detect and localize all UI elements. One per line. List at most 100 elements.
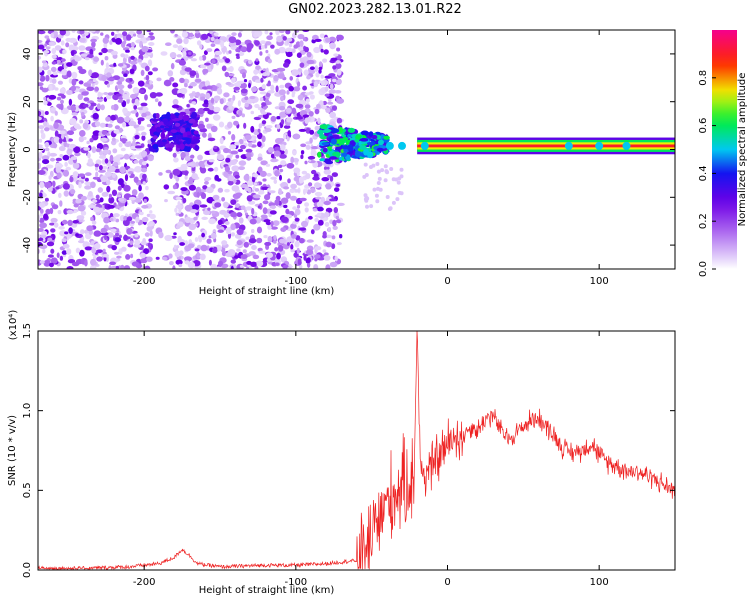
heatmap-cell — [314, 191, 323, 197]
heatmap-cell — [46, 241, 55, 247]
heatmap-cell — [78, 80, 84, 85]
heatmap-cell — [306, 257, 311, 264]
heatmap-cell — [622, 141, 631, 150]
heatmap-cell — [200, 192, 207, 199]
heatmap-cell — [221, 197, 226, 202]
heatmap-cell — [203, 99, 209, 105]
heatmap-cell — [375, 199, 380, 204]
heatmap-cell — [51, 47, 57, 55]
heatmap-cell — [270, 153, 275, 159]
heatmap-cell — [254, 265, 259, 269]
heatmap-cell — [232, 94, 236, 101]
heatmap-cell — [237, 148, 244, 153]
heatmap-cell — [193, 130, 199, 135]
heatmap-cell — [95, 166, 99, 171]
heatmap-cell — [53, 143, 57, 149]
heatmap-cell — [298, 128, 307, 132]
heatmap-cell — [144, 265, 151, 269]
heatmap-cell — [62, 219, 68, 225]
heatmap-cell — [291, 234, 297, 239]
heatmap-cell — [145, 74, 150, 81]
heatmap-cell — [44, 43, 48, 47]
heatmap-cell — [111, 245, 117, 251]
heatmap-cell — [225, 157, 231, 163]
heatmap-cell — [184, 83, 188, 88]
heatmap-cell — [128, 171, 134, 174]
snr-line — [38, 331, 675, 570]
heatmap-cell — [175, 259, 183, 265]
heatmap-cell — [44, 181, 52, 189]
heatmap-cell — [39, 86, 44, 90]
heatmap-cell — [238, 160, 247, 166]
heatmap-cell — [363, 197, 368, 202]
heatmap-cell — [325, 160, 334, 165]
heatmap-cell — [329, 111, 337, 119]
heatmap-cell — [42, 159, 50, 165]
heatmap-cell — [142, 106, 149, 112]
heatmap-cell — [140, 240, 147, 246]
heatmap-cell — [130, 55, 135, 60]
heatmap-cell — [248, 238, 257, 244]
snr-series — [38, 331, 675, 570]
heatmap-cell — [227, 180, 234, 186]
heatmap-cell — [147, 59, 153, 67]
heatmap-cell — [144, 232, 150, 237]
heatmap-cell — [395, 197, 400, 202]
heatmap-cell — [93, 56, 100, 62]
heatmap-cell — [335, 159, 340, 163]
heatmap-cell — [279, 168, 284, 173]
heatmap-cell — [323, 49, 329, 55]
x-tick-label: -200 — [133, 276, 156, 287]
heatmap-cell — [100, 137, 108, 142]
heatmap-cell — [312, 34, 319, 41]
heatmap-cell — [76, 215, 85, 220]
heatmap-cell — [101, 191, 109, 197]
heatmap-cell — [226, 231, 232, 235]
heatmap-cell — [176, 54, 182, 58]
heatmap-cell — [308, 182, 313, 187]
heatmap-cell — [236, 228, 244, 236]
heatmap-cell — [300, 143, 307, 148]
heatmap-cell — [82, 103, 89, 108]
heatmap-cell — [116, 194, 122, 198]
heatmap-cell — [170, 129, 178, 134]
heatmap-cell — [319, 134, 325, 138]
heatmap-cell — [245, 152, 252, 158]
heatmap-cell — [286, 242, 290, 246]
heatmap-cell — [283, 125, 291, 129]
heatmap-cell — [233, 195, 237, 199]
heatmap-cell — [233, 120, 239, 126]
heatmap-cell — [339, 234, 343, 239]
heatmap-cell — [305, 98, 310, 103]
heatmap-cell — [285, 192, 291, 199]
y-tick-label: -20 — [22, 189, 33, 205]
heatmap-cell — [202, 102, 211, 108]
heatmap-cell — [308, 91, 314, 95]
heatmap-cell — [320, 48, 324, 53]
heatmap-cell — [113, 62, 117, 67]
heatmap-cell — [248, 251, 256, 256]
heatmap-cell — [278, 200, 282, 206]
heatmap-cell — [278, 105, 286, 111]
heatmap-cell — [323, 200, 331, 206]
heatmap-cell — [78, 181, 82, 189]
heatmap-cell — [174, 250, 181, 258]
heatmap-cell — [201, 33, 209, 40]
heatmap-cell — [44, 127, 50, 132]
heatmap-cell — [325, 264, 331, 269]
heatmap-cell — [136, 156, 141, 160]
heatmap-cell — [70, 188, 76, 195]
heatmap-cell — [74, 152, 81, 157]
heatmap-cell — [310, 187, 315, 194]
heatmap-cell — [176, 38, 183, 44]
heatmap-cell — [295, 116, 304, 120]
heatmap-cell — [177, 45, 183, 52]
heatmap-cell — [253, 116, 262, 121]
heatmap-cell — [290, 183, 297, 189]
heatmap-cell — [329, 83, 334, 90]
heatmap-cell — [187, 243, 195, 249]
heatmap-cell — [77, 205, 86, 212]
heatmap-cell — [268, 213, 272, 218]
heatmap-cell — [68, 227, 73, 235]
heatmap-cell — [223, 147, 230, 154]
